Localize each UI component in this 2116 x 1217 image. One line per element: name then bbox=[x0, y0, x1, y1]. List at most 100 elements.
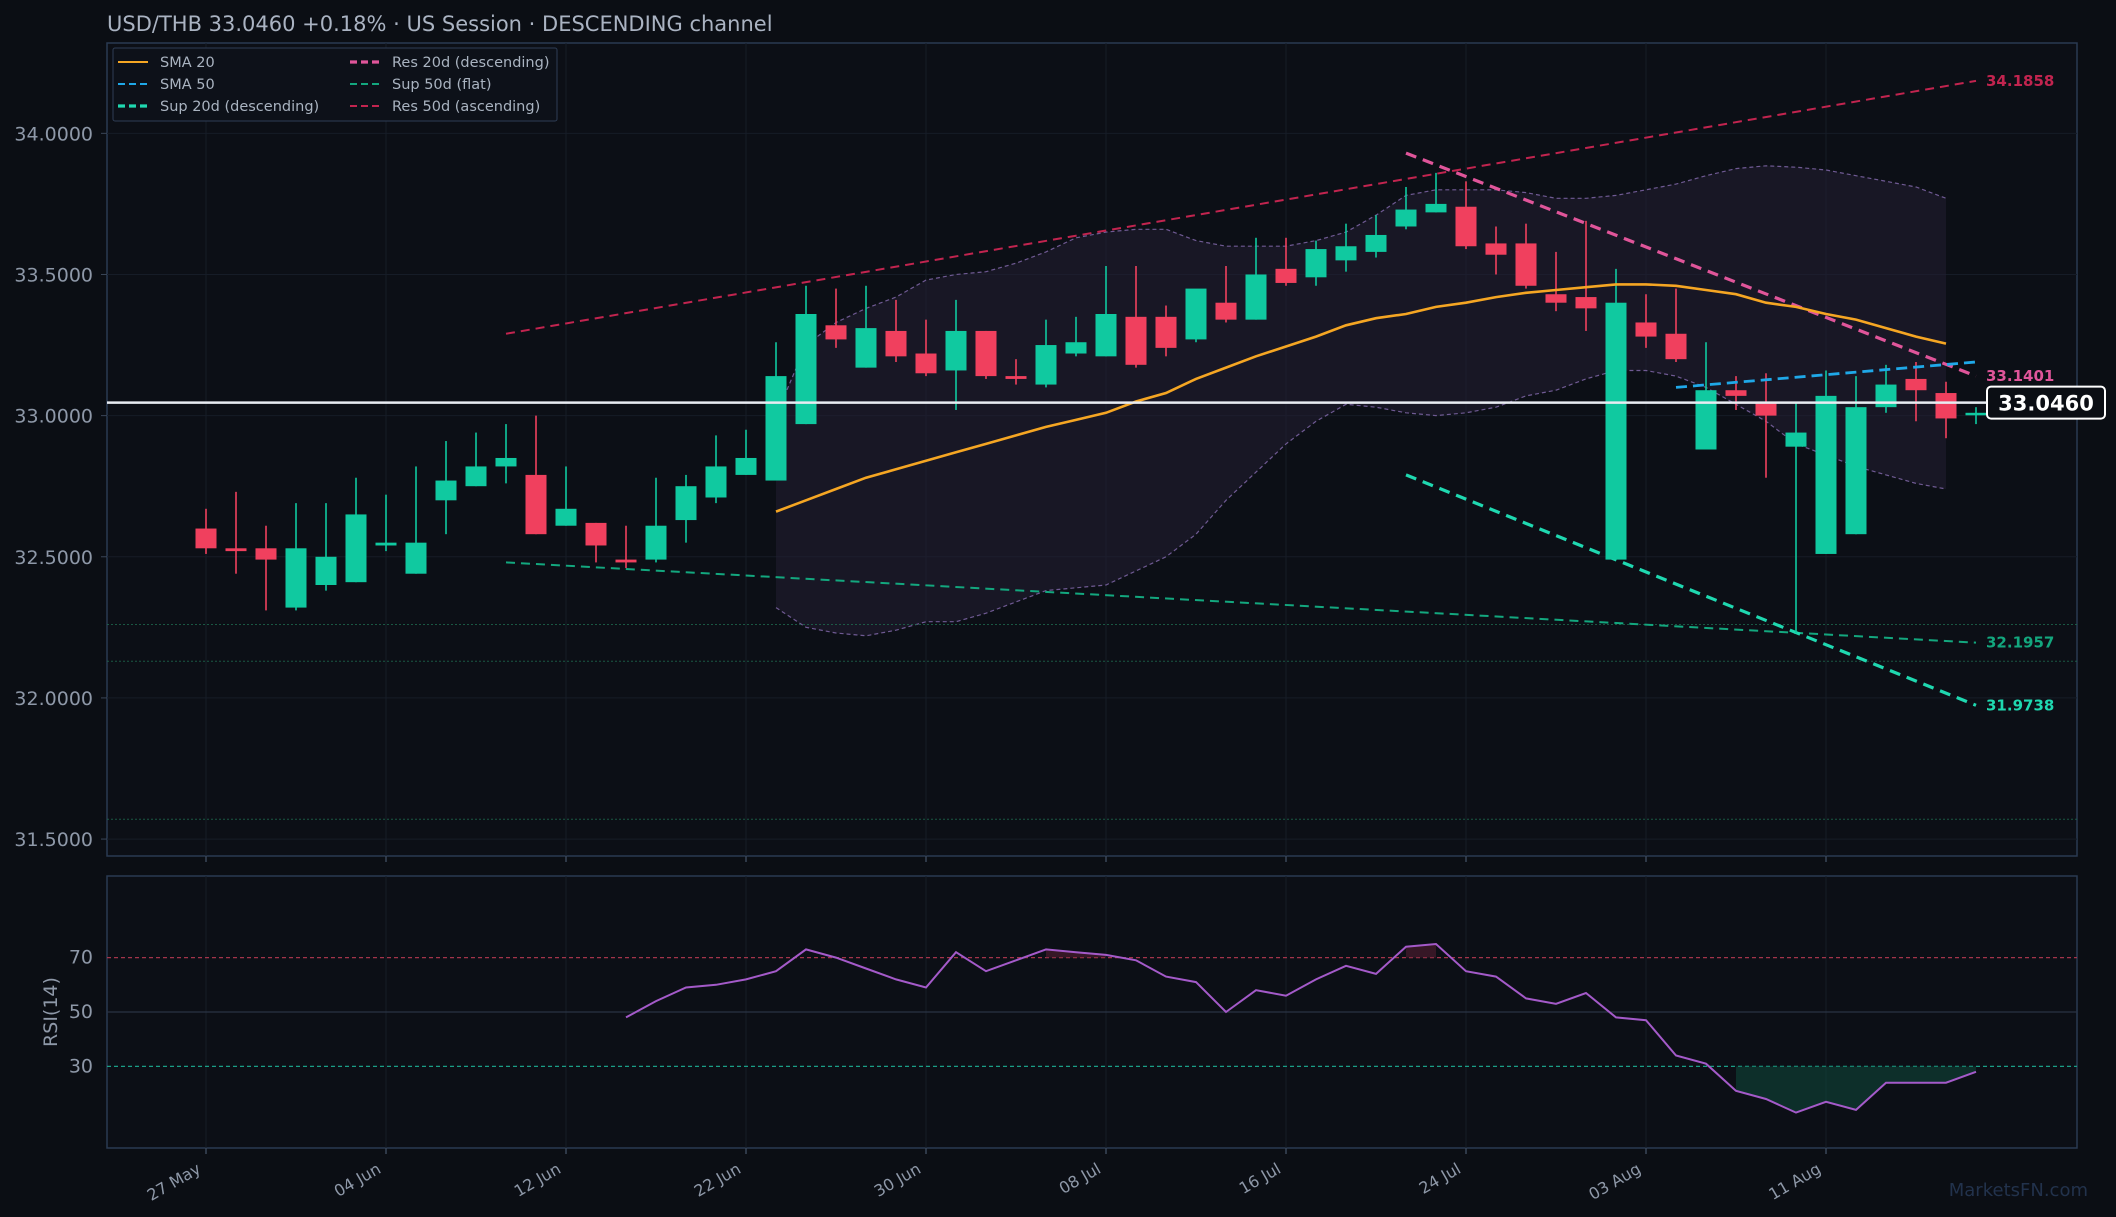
candle-7 bbox=[405, 466, 427, 574]
sma20-line bbox=[775, 283, 1947, 513]
candle-59 bbox=[1965, 407, 1987, 425]
candle-body bbox=[1695, 390, 1717, 450]
horizontal-levels bbox=[107, 624, 2077, 820]
candle-body bbox=[495, 457, 517, 467]
candle-57 bbox=[1905, 361, 1927, 422]
candle-13 bbox=[585, 522, 607, 563]
candle-body bbox=[1395, 209, 1417, 227]
price-tick-label: 32.0000 bbox=[14, 688, 93, 710]
candle-9 bbox=[465, 432, 487, 487]
candle-body bbox=[1335, 246, 1357, 261]
candle-25 bbox=[945, 299, 967, 410]
price-tick-label: 33.5000 bbox=[14, 264, 93, 286]
candle-body bbox=[1905, 378, 1927, 391]
candle-11 bbox=[525, 415, 547, 535]
rsi-tick-label: 70 bbox=[69, 947, 93, 969]
candle-39 bbox=[1365, 215, 1387, 258]
candle-2 bbox=[255, 525, 277, 611]
candle-12 bbox=[555, 466, 577, 526]
time-tick-label: 08 Jul bbox=[1056, 1159, 1104, 1198]
sup-20d-line-label: 31.9738 bbox=[1986, 696, 2054, 714]
candle-body bbox=[885, 330, 907, 357]
rsi-tick-label: 50 bbox=[69, 1001, 93, 1023]
sup-20d-line bbox=[1405, 473, 1977, 707]
last-price-badge bbox=[1986, 385, 2106, 420]
candle-body bbox=[795, 314, 817, 425]
candle-22 bbox=[855, 285, 877, 368]
trendlines: 34.1858 32.1957 33.1401 31.9738 bbox=[505, 72, 2054, 714]
candle-body bbox=[435, 480, 457, 501]
time-tick-label: 04 Jun bbox=[331, 1159, 384, 1201]
candle-48 bbox=[1635, 294, 1657, 348]
candle-20 bbox=[795, 285, 817, 425]
time-tick-label: 27 May bbox=[144, 1159, 204, 1205]
candle-41 bbox=[1425, 172, 1447, 213]
candle-58 bbox=[1935, 381, 1957, 439]
candle-body bbox=[615, 559, 637, 563]
candle-body bbox=[1185, 288, 1207, 340]
time-tick-label: 11 Aug bbox=[1765, 1159, 1824, 1204]
candle-10 bbox=[495, 424, 517, 484]
rsi-axis-label: RSI(14) bbox=[40, 977, 62, 1047]
candle-36 bbox=[1275, 237, 1297, 286]
legend-label-4: Sup 50d (flat) bbox=[392, 77, 492, 93]
candle-body bbox=[1935, 393, 1957, 419]
price-tick-label: 33.0000 bbox=[14, 406, 93, 428]
legend-label-2: Sup 20d (descending) bbox=[160, 99, 319, 115]
candle-body bbox=[1575, 297, 1597, 309]
candle-27 bbox=[1005, 359, 1027, 385]
price-tick-label: 31.5000 bbox=[14, 829, 93, 851]
candle-0 bbox=[195, 508, 217, 554]
rsi-line bbox=[625, 942, 1977, 1114]
candle-34 bbox=[1215, 266, 1237, 323]
res-20d-line bbox=[1405, 151, 1977, 378]
candle-body bbox=[705, 466, 727, 498]
candle-42 bbox=[1455, 181, 1477, 250]
candle-body bbox=[765, 376, 787, 481]
candle-body bbox=[975, 330, 997, 377]
candle-body bbox=[1815, 395, 1837, 554]
last-price: 33.0460 bbox=[107, 385, 2106, 420]
candle-body bbox=[465, 466, 487, 487]
bollinger-upper-line bbox=[775, 165, 1947, 416]
candle-54 bbox=[1815, 370, 1837, 554]
candle-24 bbox=[915, 319, 937, 377]
candle-body bbox=[1215, 302, 1237, 320]
candle-body bbox=[1725, 390, 1747, 396]
candle-body bbox=[1275, 268, 1297, 283]
legend-label-5: Res 50d (ascending) bbox=[392, 99, 540, 115]
res-20d-line-label: 33.1401 bbox=[1986, 367, 2054, 385]
rsi-indicator: 70 50 30 RSI(14) bbox=[40, 942, 2077, 1114]
watermark: MarketsFN.com bbox=[1949, 1180, 2088, 1201]
time-tick-label: 16 Jul bbox=[1236, 1159, 1284, 1198]
candle-body bbox=[1305, 249, 1327, 278]
time-tick-label: 22 Jun bbox=[691, 1159, 744, 1201]
candle-body bbox=[1785, 432, 1807, 447]
candle-body bbox=[585, 522, 607, 546]
candle-body bbox=[1095, 314, 1117, 357]
candle-body bbox=[645, 525, 667, 560]
candle-6 bbox=[375, 494, 397, 552]
candle-body bbox=[1425, 203, 1447, 213]
candle-body bbox=[1455, 206, 1477, 247]
candle-body bbox=[675, 486, 697, 521]
candle-21 bbox=[825, 288, 847, 348]
candle-30 bbox=[1095, 266, 1117, 357]
candle-body bbox=[1635, 322, 1657, 337]
candle-body bbox=[195, 528, 217, 549]
candle-body bbox=[1755, 401, 1777, 416]
candle-body bbox=[1485, 243, 1507, 255]
candle-17 bbox=[705, 435, 727, 504]
candle-body bbox=[255, 548, 277, 560]
candle-body bbox=[1605, 302, 1627, 560]
candle-body bbox=[225, 548, 247, 552]
candle-body bbox=[1545, 294, 1567, 303]
candle-47 bbox=[1605, 268, 1627, 560]
last-price-label: 33.0460 bbox=[1998, 392, 2094, 416]
candle-28 bbox=[1035, 319, 1057, 388]
candle-44 bbox=[1515, 223, 1537, 289]
candle-body bbox=[1125, 316, 1147, 365]
legend-label-0: SMA 20 bbox=[160, 55, 215, 71]
bollinger-band bbox=[775, 165, 1947, 637]
